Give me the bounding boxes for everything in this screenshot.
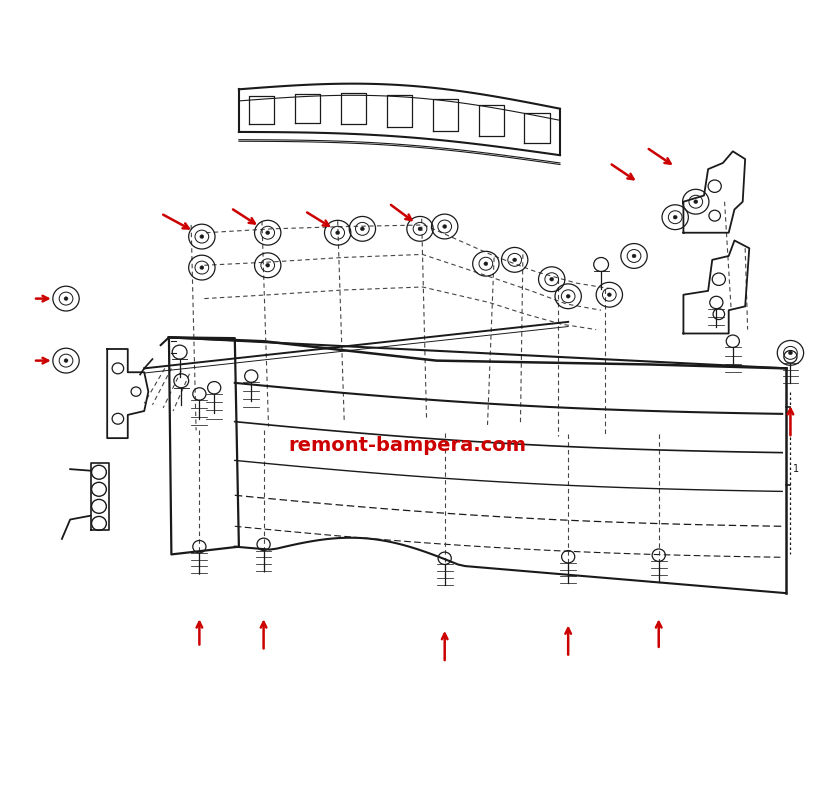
Circle shape — [789, 351, 792, 354]
Circle shape — [336, 231, 339, 235]
Circle shape — [484, 262, 488, 266]
Circle shape — [694, 200, 698, 203]
Circle shape — [607, 293, 612, 297]
Text: remont-bampera.com: remont-bampera.com — [289, 437, 527, 456]
Circle shape — [64, 297, 68, 301]
Circle shape — [673, 215, 677, 219]
Circle shape — [418, 227, 422, 231]
Circle shape — [265, 263, 270, 267]
Circle shape — [566, 294, 570, 298]
Text: 1: 1 — [793, 464, 799, 474]
Circle shape — [512, 258, 517, 262]
Circle shape — [64, 359, 68, 362]
Circle shape — [632, 254, 636, 258]
Circle shape — [549, 278, 554, 281]
Circle shape — [443, 225, 447, 229]
Circle shape — [265, 231, 270, 235]
Circle shape — [200, 266, 204, 270]
Circle shape — [200, 235, 204, 238]
Circle shape — [360, 227, 365, 231]
